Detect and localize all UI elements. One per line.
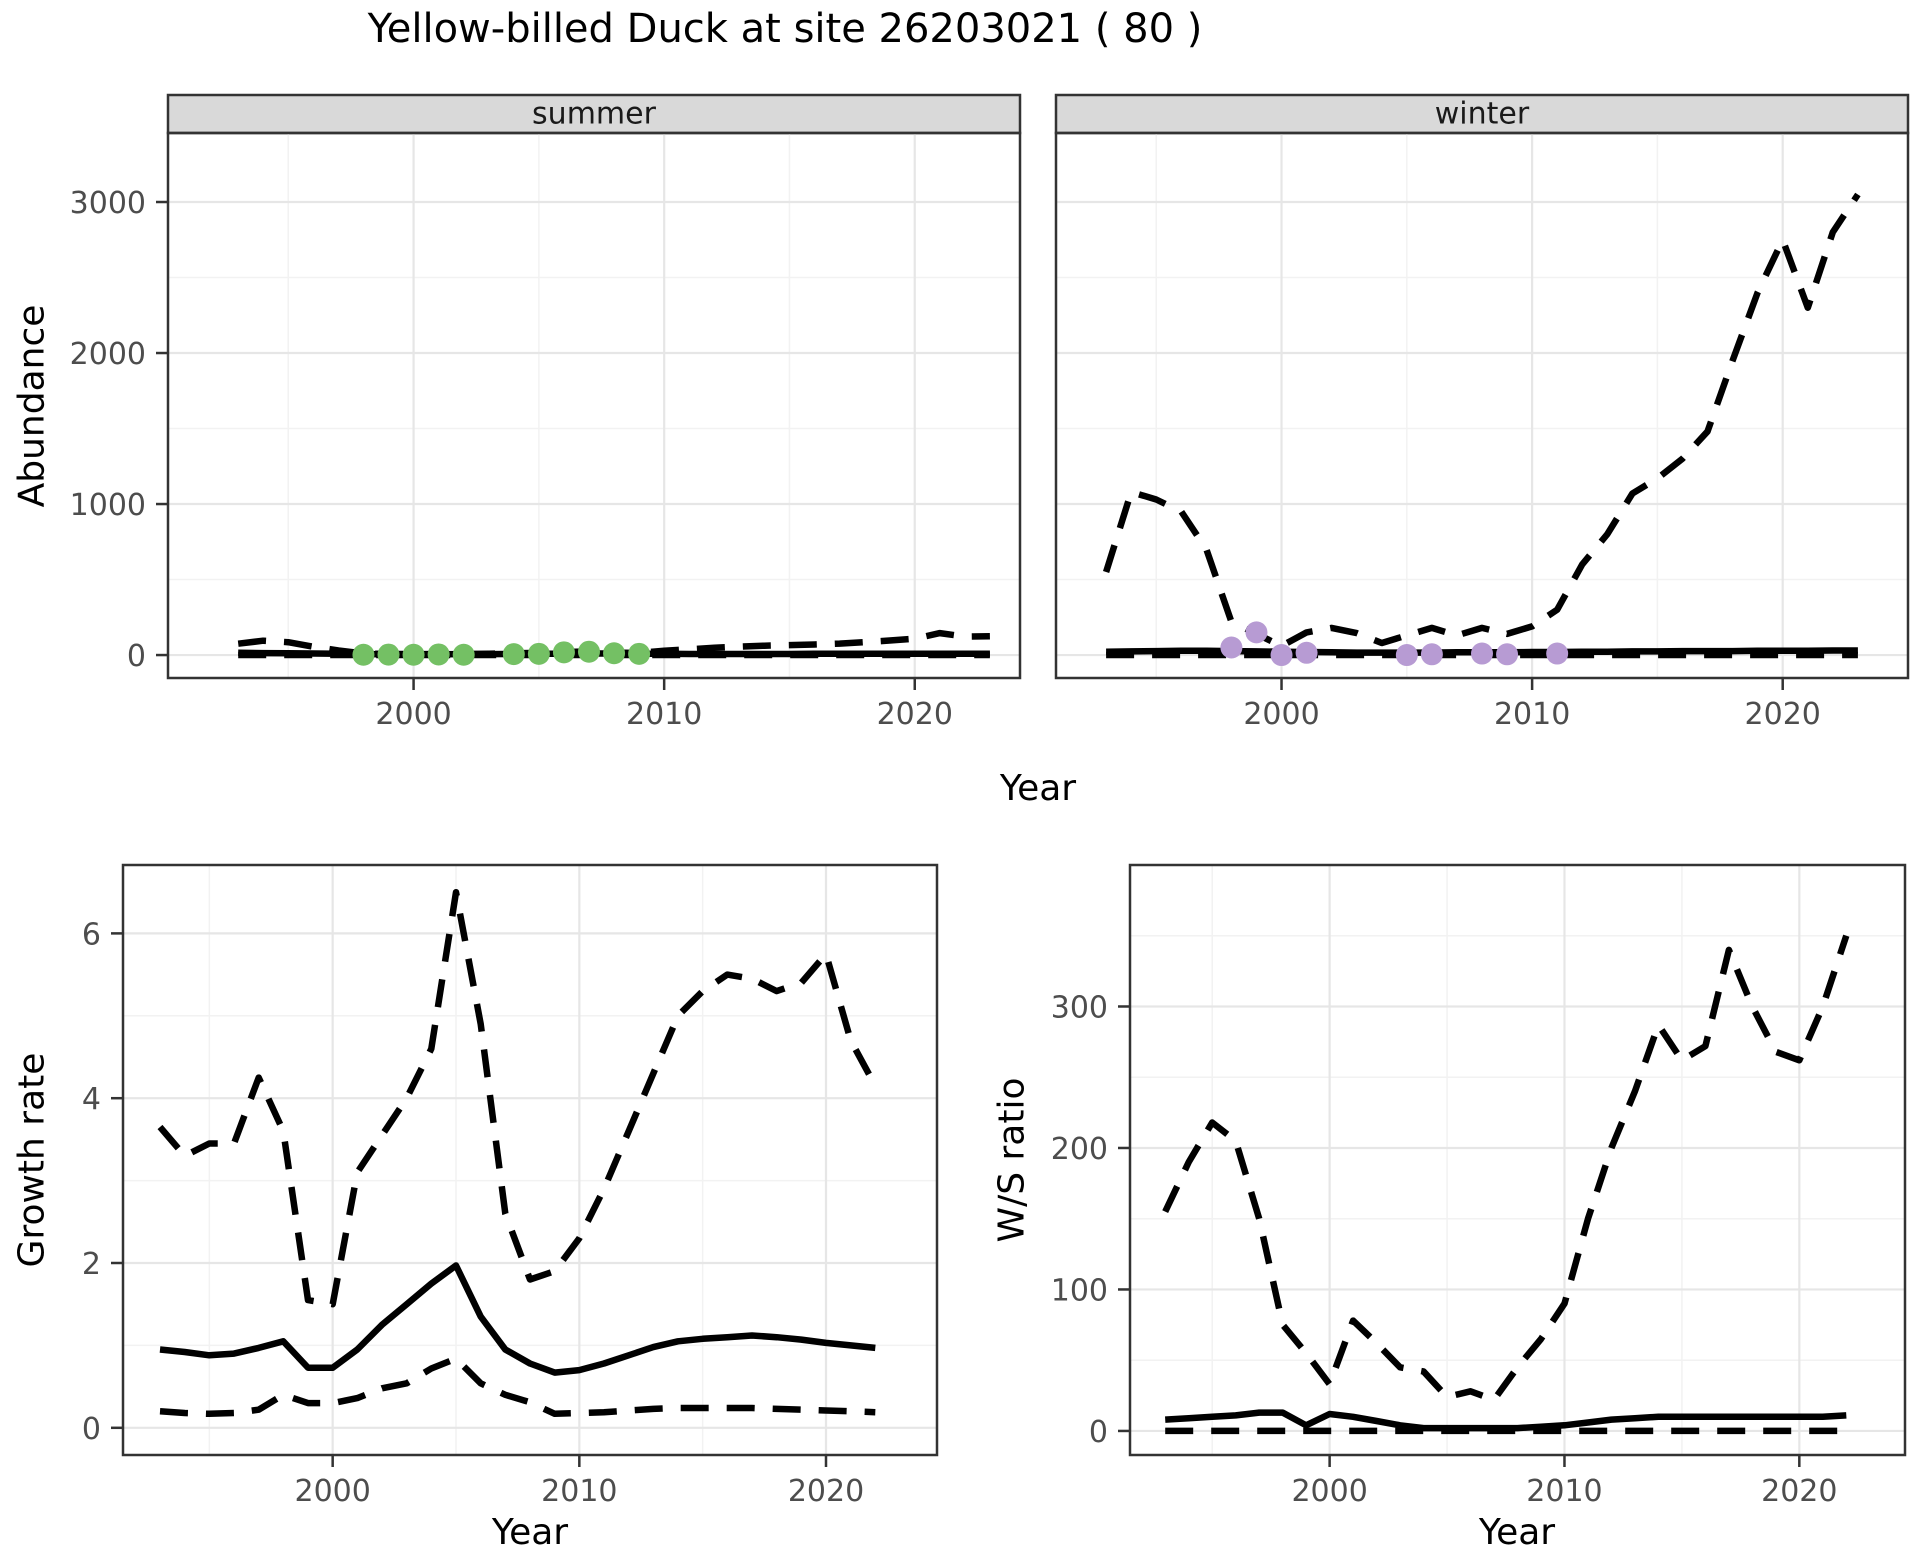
observed-point <box>1270 644 1293 667</box>
facet-strip-box <box>166 93 1022 135</box>
x-axis-tick-label: 2010 <box>541 1474 617 1509</box>
panel-border <box>1054 131 1910 680</box>
ws-ratio-x-axis-title: Year <box>1478 1512 1556 1553</box>
growth-rate-panel: 2000 2010 2020 0 2 4 6 <box>82 863 939 1509</box>
observed-point <box>1471 642 1493 665</box>
observed-point <box>402 643 425 666</box>
y-axis-tick-label: 4 <box>82 1082 101 1117</box>
observed-point <box>1220 636 1243 659</box>
abundance-y-axis-title: Abundance <box>11 304 53 508</box>
observed-point <box>552 641 575 664</box>
x-axis-tick-label: 2010 <box>626 697 702 732</box>
y-axis-tick-label: 2 <box>82 1247 101 1282</box>
observed-point <box>1546 642 1569 665</box>
series-mean-line <box>159 1262 876 1376</box>
x-axis-tick-label: 2000 <box>375 697 451 732</box>
x-axis-tick-label: 2020 <box>788 1474 864 1509</box>
x-axis-tick-label: 2000 <box>1243 697 1319 732</box>
facet-strip-label-summer: summer <box>532 96 656 132</box>
y-axis-tick-label: 200 <box>1051 1132 1108 1167</box>
abundance-panel-winter: 2000 2010 2020 <box>1054 131 1910 732</box>
observed-point <box>1420 643 1443 666</box>
observed-point <box>1496 643 1519 666</box>
observed-point <box>1395 644 1418 667</box>
observed-point <box>377 643 400 666</box>
y-axis-tick-label: 0 <box>127 639 146 674</box>
abundance-panel-summer: 2000 2010 2020 0 1000 2000 3000 <box>70 131 1022 732</box>
observed-point <box>452 643 475 666</box>
x-axis-tick-label: 2010 <box>1494 697 1570 732</box>
panel-border <box>166 131 1022 680</box>
observed-point <box>527 642 550 665</box>
facet-strip-label-winter: winter <box>1434 96 1530 132</box>
observed-point <box>603 642 626 665</box>
observed-point <box>1295 641 1318 664</box>
series-upper_ci-line <box>1162 934 1850 1404</box>
series-mean-line <box>1165 1409 1847 1432</box>
series-lower_ci-line <box>159 1355 876 1418</box>
panel-border <box>1128 863 1907 1457</box>
x-axis-tick-label: 2020 <box>877 697 953 732</box>
y-axis-tick-label: 100 <box>1051 1273 1108 1308</box>
series-upper_ci-line <box>1102 192 1861 650</box>
observed-point <box>427 643 450 666</box>
y-axis-tick-label: 0 <box>1089 1415 1108 1450</box>
observed-point <box>628 642 651 665</box>
x-axis-tick-label: 2020 <box>1745 697 1821 732</box>
y-axis-tick-label: 300 <box>1051 990 1108 1025</box>
series-upper_ci-line <box>157 888 879 1308</box>
top-x-axis-title: Year <box>999 768 1077 809</box>
y-axis-tick-label: 2000 <box>70 337 146 372</box>
observed-point <box>352 643 375 666</box>
x-axis-tick-label: 2010 <box>1526 1474 1602 1509</box>
ws-ratio-panel: 2000 2010 2020 0 100 200 300 <box>1051 863 1907 1509</box>
x-axis-tick-label: 2000 <box>294 1474 370 1509</box>
x-axis-tick-label: 2000 <box>1291 1474 1367 1509</box>
y-axis-tick-label: 3000 <box>70 186 146 221</box>
growth-rate-x-axis-title: Year <box>491 1512 569 1553</box>
observed-point <box>502 643 525 666</box>
y-axis-tick-label: 1000 <box>70 488 146 523</box>
y-axis-tick-label: 6 <box>82 917 101 952</box>
growth-rate-y-axis-title: Growth rate <box>11 1052 53 1268</box>
y-axis-tick-label: 0 <box>82 1412 101 1447</box>
page-title: Yellow-billed Duck at site 26203021 ( 80… <box>367 6 1203 52</box>
facet-strip-summer <box>166 93 1022 135</box>
observed-point <box>577 640 600 663</box>
ws-ratio-y-axis-title: W/S ratio <box>991 1077 1033 1243</box>
x-axis-tick-label: 2020 <box>1761 1474 1837 1509</box>
panel-border <box>121 863 939 1457</box>
observed-point <box>1245 621 1268 644</box>
